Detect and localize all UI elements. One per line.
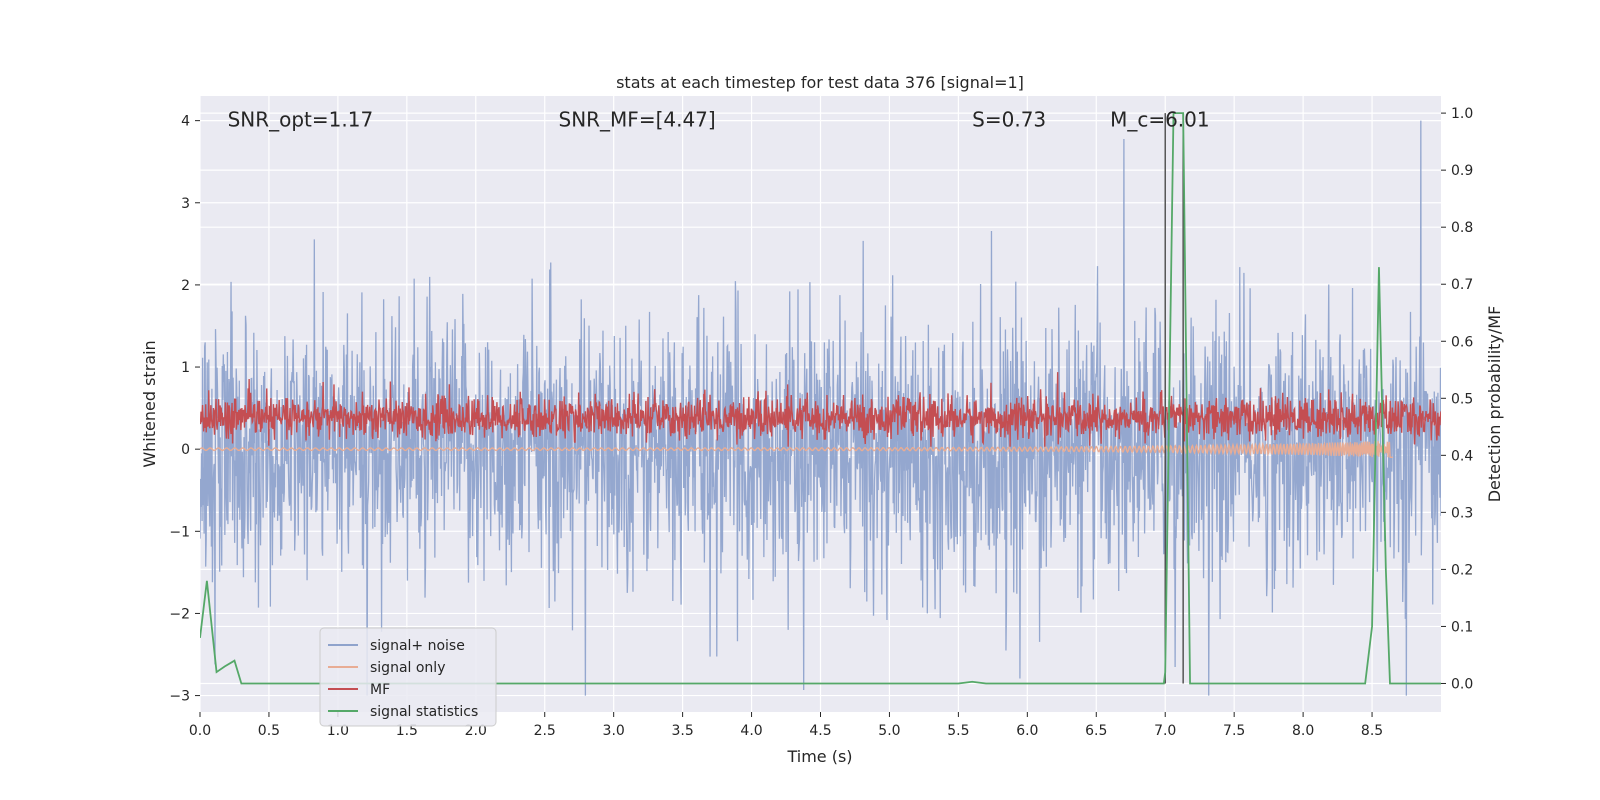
y-tick-label: −2	[169, 606, 190, 622]
y2-tick-label: 0.6	[1451, 334, 1473, 350]
annotation-s-value: S=0.73	[972, 108, 1046, 132]
y-axis-label: Whitened strain	[140, 340, 159, 467]
y2-tick-label: 0.1	[1451, 619, 1473, 635]
x-tick-label: 6.0	[1016, 723, 1038, 739]
legend: signal+ noise signal only MF signal statist…	[319, 627, 497, 727]
legend-entry: signal only	[370, 660, 445, 676]
annotation-snr-mf: SNR_MF=[4.47]	[559, 108, 716, 132]
y2-tick-label: 0.8	[1451, 220, 1473, 236]
y2-tick-label: 0.7	[1451, 277, 1473, 293]
legend-box	[319, 627, 497, 727]
x-tick-label: 6.5	[1085, 723, 1107, 739]
series-signal-noise-line	[200, 120, 1441, 696]
y2-tick-label: 0.9	[1451, 163, 1473, 179]
annotations: SNR_opt=1.17 SNR_MF=[4.47] S=0.73 M_c=6.01	[228, 108, 1210, 132]
y-tick-label: −3	[169, 689, 190, 705]
x-tick-label: 8.5	[1361, 723, 1383, 739]
chart-title: stats at each timestep for test data 376…	[616, 73, 1024, 92]
series-signal-only-line	[200, 441, 1393, 458]
y-tick-label: 3	[181, 196, 190, 212]
y2-tick-label: 1.0	[1451, 106, 1473, 122]
x-tick-label: 3.0	[603, 723, 625, 739]
x-tick-label: 5.5	[947, 723, 969, 739]
y-tick-label: −1	[169, 524, 190, 540]
x-tick-label: 4.5	[809, 723, 831, 739]
x-tick-label: 8.0	[1292, 723, 1314, 739]
x-tick-label: 2.5	[534, 723, 556, 739]
x-tick-label: 0.0	[189, 723, 211, 739]
x-tick-label: 4.0	[740, 723, 762, 739]
y-tick-label: 0	[181, 442, 190, 458]
series-mf-line	[200, 372, 1441, 447]
x-tick-label: 7.5	[1223, 723, 1245, 739]
y2-tick-label: 0.0	[1451, 676, 1473, 692]
x-axis-label: Time (s)	[786, 747, 852, 766]
y-tick-label: 4	[181, 114, 190, 130]
axes: 0.0 0.5 1.0 1.5 2.0 2.5 3.0 3.5 4.0 4.5 5.0 5.5 6.0 6…	[169, 106, 1473, 739]
annotation-mc-value: M_c=6.01	[1110, 108, 1210, 132]
legend-entry: MF	[370, 682, 390, 698]
y2-tick-label: 0.4	[1451, 448, 1473, 464]
legend-entry: signal+ noise	[370, 638, 465, 654]
x-tick-label: 0.5	[258, 723, 280, 739]
x-tick-label: 7.0	[1154, 723, 1176, 739]
x-tick-label: 2.0	[465, 723, 487, 739]
x-tick-label: 5.0	[878, 723, 900, 739]
series-signal-statistics-line	[200, 112, 1441, 685]
y-tick-label: 2	[181, 278, 190, 294]
legend-entry: signal statistics	[370, 704, 478, 720]
annotation-snr-opt: SNR_opt=1.17	[228, 108, 374, 132]
y2-axis-label: Detection probability/MF	[1485, 306, 1504, 503]
y2-tick-label: 0.2	[1451, 562, 1473, 578]
x-tick-label: 3.5	[671, 723, 693, 739]
y2-tick-label: 0.3	[1451, 505, 1473, 521]
y-tick-label: 1	[181, 360, 190, 376]
series-layer	[200, 112, 1441, 696]
x-tick-label: 1.5	[396, 723, 418, 739]
x-tick-label: 1.0	[327, 723, 349, 739]
y2-tick-label: 0.5	[1451, 391, 1473, 407]
